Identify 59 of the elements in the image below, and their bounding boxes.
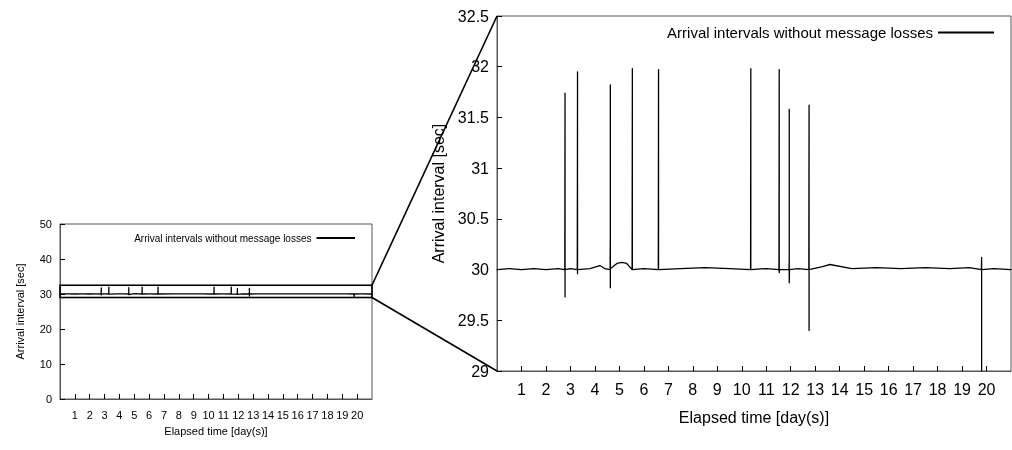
x-tick-label: 18 bbox=[928, 380, 947, 398]
x-tick-label: 2 bbox=[541, 380, 551, 398]
y-tick-label: 32 bbox=[471, 58, 490, 76]
y-tick-label: 32.5 bbox=[457, 7, 490, 25]
x-tick-label: 6 bbox=[146, 408, 153, 421]
x-axis-title: Elapsed time [day(s)] bbox=[678, 408, 830, 426]
legend-label: Arrival intervals without message losses bbox=[667, 24, 933, 41]
y-tick-label: 20 bbox=[39, 323, 52, 335]
x-tick-label: 16 bbox=[879, 380, 898, 398]
x-tick-label: 20 bbox=[351, 408, 364, 421]
y-tick-label: 29 bbox=[471, 362, 490, 380]
x-tick-label: 2 bbox=[86, 408, 93, 421]
x-tick-label: 20 bbox=[977, 380, 996, 398]
x-tick-label: 17 bbox=[306, 408, 319, 421]
x-tick-label: 15 bbox=[855, 380, 874, 398]
y-tick-label: 31.5 bbox=[457, 108, 490, 126]
y-axis-title: Arrival interval [sec] bbox=[14, 263, 27, 360]
x-tick-label: 5 bbox=[131, 408, 138, 421]
x-tick-label: 17 bbox=[904, 380, 923, 398]
x-tick-label: 9 bbox=[712, 380, 722, 398]
x-tick-label: 14 bbox=[261, 408, 275, 421]
x-tick-label: 7 bbox=[663, 380, 673, 398]
x-tick-label: 7 bbox=[160, 408, 168, 421]
y-tick-label: 50 bbox=[39, 218, 52, 230]
y-tick-label: 29.5 bbox=[457, 311, 490, 329]
x-tick-label: 14 bbox=[830, 380, 849, 398]
x-tick-label: 12 bbox=[781, 380, 800, 398]
y-tick-label: 30.5 bbox=[457, 210, 490, 228]
x-tick-label: 6 bbox=[639, 380, 649, 398]
y-tick-label: 10 bbox=[39, 358, 52, 370]
y-tick-label: 0 bbox=[45, 393, 52, 405]
x-tick-label: 9 bbox=[190, 408, 197, 421]
x-tick-label: 3 bbox=[101, 408, 108, 421]
y-tick-label: 40 bbox=[39, 253, 52, 265]
x-tick-label: 10 bbox=[202, 408, 215, 421]
x-tick-label: 8 bbox=[175, 408, 182, 421]
x-tick-label: 11 bbox=[757, 380, 775, 398]
y-tick-label: 31 bbox=[471, 159, 490, 177]
x-tick-label: 4 bbox=[116, 408, 123, 421]
x-tick-label: 12 bbox=[232, 408, 245, 421]
x-tick-label: 15 bbox=[276, 408, 289, 421]
x-tick-label: 16 bbox=[291, 408, 304, 421]
x-tick-label: 13 bbox=[247, 408, 260, 421]
x-tick-label: 3 bbox=[565, 380, 575, 398]
legend-label: Arrival intervals without message losses bbox=[134, 232, 312, 244]
x-axis-title: Elapsed time [day(s)] bbox=[164, 424, 268, 437]
y-tick-label: 30 bbox=[39, 288, 52, 300]
x-tick-label: 11 bbox=[217, 408, 230, 421]
x-tick-label: 5 bbox=[614, 380, 624, 398]
x-tick-label: 19 bbox=[953, 380, 972, 398]
x-tick-label: 18 bbox=[321, 408, 334, 421]
x-tick-label: 19 bbox=[336, 408, 349, 421]
x-tick-label: 10 bbox=[732, 380, 751, 398]
y-tick-label: 30 bbox=[471, 261, 490, 279]
x-tick-label: 1 bbox=[517, 380, 527, 398]
x-tick-label: 1 bbox=[71, 408, 78, 421]
x-tick-label: 13 bbox=[806, 380, 825, 398]
x-tick-label: 8 bbox=[688, 380, 698, 398]
x-tick-label: 4 bbox=[590, 380, 600, 398]
